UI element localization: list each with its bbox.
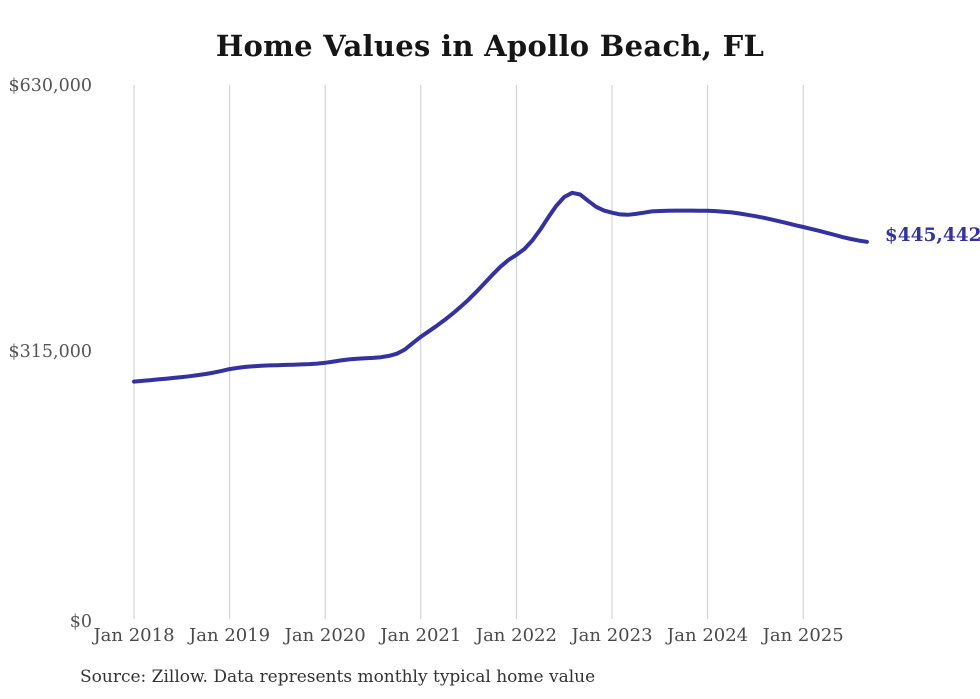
y-axis-tick-label: $0 bbox=[69, 612, 92, 632]
x-axis-tick-label: Jan 2018 bbox=[93, 625, 175, 646]
home-value-line bbox=[132, 190, 869, 384]
x-axis-tick-label: Jan 2024 bbox=[667, 625, 749, 646]
y-axis-tick-label: $315,000 bbox=[8, 342, 92, 362]
current-value-label: $445,442 bbox=[884, 224, 980, 246]
source-note: Source: Zillow. Data represents monthly … bbox=[80, 667, 596, 687]
y-axis-tick-label: $630,000 bbox=[8, 76, 92, 96]
x-axis-tick-label: Jan 2022 bbox=[475, 625, 557, 646]
vertical-gridlines bbox=[133, 85, 804, 619]
page-title: Home Values in Apollo Beach, FL bbox=[215, 29, 765, 63]
x-axis-tick-label: Jan 2025 bbox=[762, 625, 844, 646]
x-axis-tick-label: Jan 2020 bbox=[284, 625, 366, 646]
x-axis-tick-label: Jan 2021 bbox=[380, 625, 462, 646]
x-axis-tick-label: Jan 2019 bbox=[189, 625, 271, 646]
x-axis-tick-label: Jan 2023 bbox=[571, 625, 653, 646]
